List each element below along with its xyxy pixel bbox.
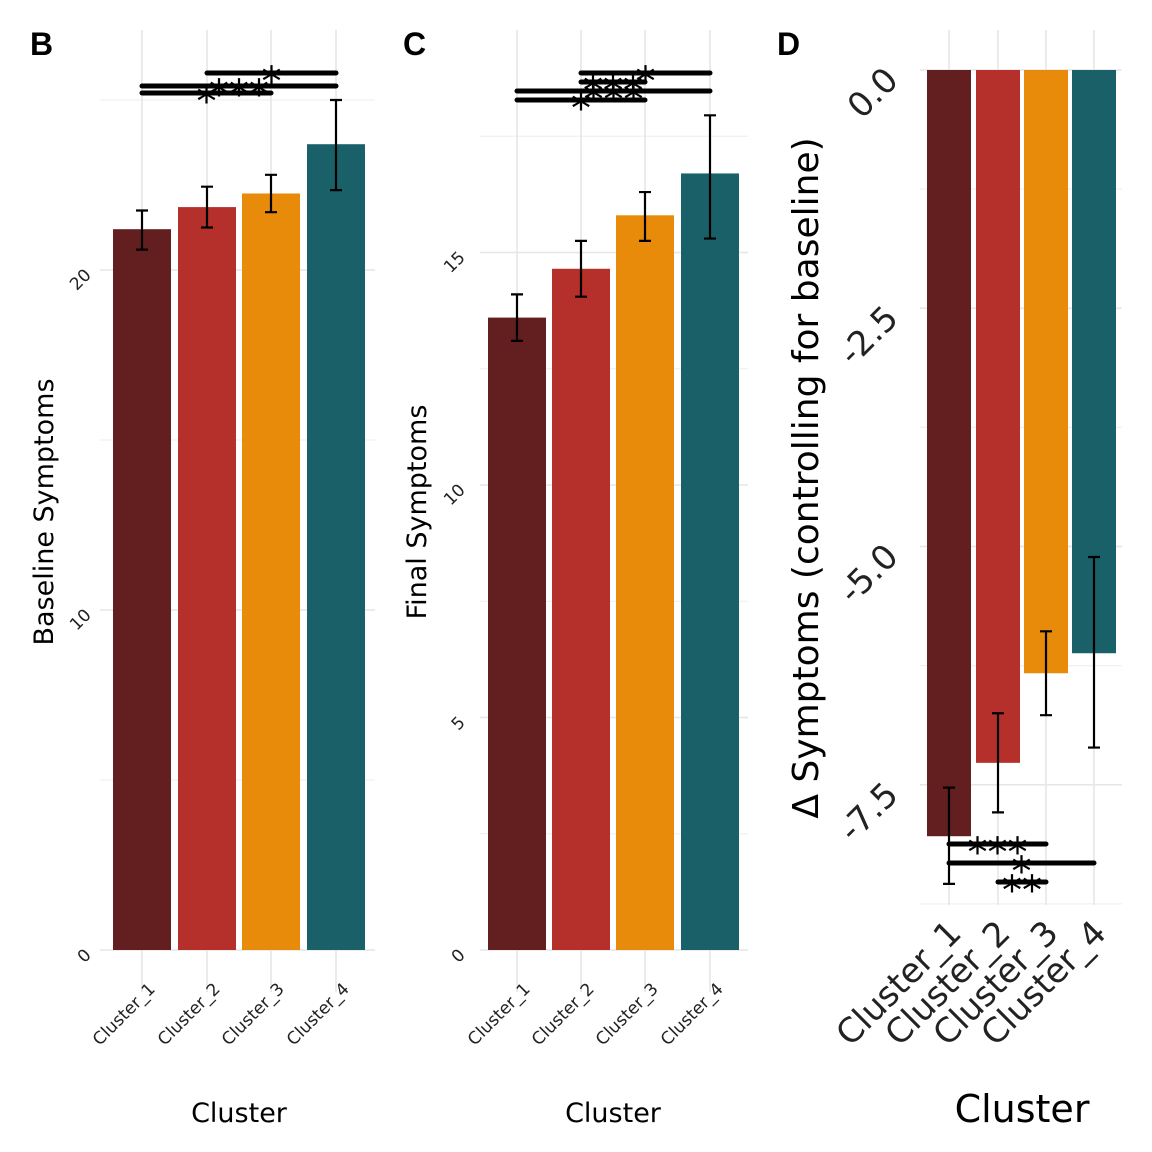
panel-c-bar-cluster-4 <box>681 173 739 950</box>
panel-d-x-axis-title: Cluster <box>955 1087 1090 1131</box>
panel-c-label: C <box>403 26 426 62</box>
panel-b-x-tick-label: Cluster_3 <box>218 979 288 1049</box>
panel-d-y-tick-label: -7.5 <box>831 775 906 850</box>
panel-b-bar-cluster-3 <box>242 193 300 950</box>
panel-d-y-tick-label: -2.5 <box>831 298 906 373</box>
panel-d-significance-label: *** <box>968 830 1028 876</box>
panel-c-x-tick-label: Cluster_4 <box>657 979 727 1049</box>
panel-d-error-bar <box>943 786 955 885</box>
panel-b-y-tick-label: 0 <box>74 945 96 967</box>
panel-c-x-axis-title: Cluster <box>565 1098 662 1129</box>
panel-c: C Cluster Final Symptoms 051015********C… <box>402 26 748 1129</box>
panel-d-error-bar <box>1040 630 1052 717</box>
panel-c-error-bar <box>575 239 587 298</box>
panel-b-x-tick-label: Cluster_4 <box>283 979 353 1049</box>
panel-b-label: B <box>30 26 53 62</box>
panel-c-x-tick-label: Cluster_2 <box>528 979 598 1049</box>
panel-b-x-tick-label: Cluster_2 <box>154 979 224 1049</box>
panel-b: B Cluster Baseline Symptoms 01020*****Cl… <box>29 26 375 1129</box>
panel-b-y-tick-label: 10 <box>66 605 95 634</box>
panel-c-y-tick-label: 10 <box>440 480 469 509</box>
panel-c-bar-cluster-3 <box>616 215 674 951</box>
panel-d-bar-cluster-1 <box>927 70 971 837</box>
panel-b-error-bar <box>330 98 342 192</box>
panel-d-significance-label: ** <box>1002 868 1042 914</box>
panel-c-y-axis-title: Final Symptoms <box>402 405 433 620</box>
panel-b-x-axis-title: Cluster <box>191 1098 288 1129</box>
panel-b-y-axis-title: Baseline Symptoms <box>29 378 60 645</box>
panel-d-y-axis-title: Δ Symptoms (controlling for baseline) <box>786 137 827 818</box>
panel-b-bar-cluster-4 <box>307 144 365 950</box>
panel-c-error-bar <box>704 114 716 240</box>
panel-c-x-tick-label: Cluster_1 <box>464 979 534 1049</box>
panel-d-error-bar <box>1088 555 1100 749</box>
panel-b-error-bar <box>136 209 148 251</box>
panel-b-significance-label: * <box>197 79 217 125</box>
panel-c-x-tick-label: Cluster_3 <box>592 979 662 1049</box>
panel-d-bar-cluster-3 <box>1024 70 1068 674</box>
panel-b-error-bar <box>201 185 213 229</box>
panel-d: D Cluster Δ Symptoms (controlling for ba… <box>777 26 1122 1131</box>
panel-c-y-tick-label: 5 <box>448 713 470 735</box>
panel-d-y-tick-label: -5.0 <box>831 536 906 611</box>
panel-b-x-tick-label: Cluster_1 <box>89 979 159 1049</box>
panel-c-bar-cluster-2 <box>552 268 610 950</box>
panel-c-y-tick-label: 0 <box>448 945 470 967</box>
panel-c-significance-label: * <box>571 86 591 132</box>
panel-b-bar-cluster-2 <box>178 207 236 951</box>
panel-b-error-bar <box>265 173 277 214</box>
panel-c-y-tick-label: 15 <box>440 248 469 277</box>
panel-d-bar-cluster-2 <box>976 70 1020 763</box>
panel-d-label: D <box>777 26 800 62</box>
panel-d-error-bar <box>992 712 1004 814</box>
panel-c-error-bar <box>511 293 523 342</box>
panel-d-y-tick-label: 0.0 <box>840 60 907 127</box>
panel-b-y-tick-label: 20 <box>66 265 95 294</box>
panel-c-bar-cluster-1 <box>488 317 546 951</box>
panel-b-bar-cluster-1 <box>113 229 171 950</box>
panel-c-error-bar <box>639 190 651 242</box>
